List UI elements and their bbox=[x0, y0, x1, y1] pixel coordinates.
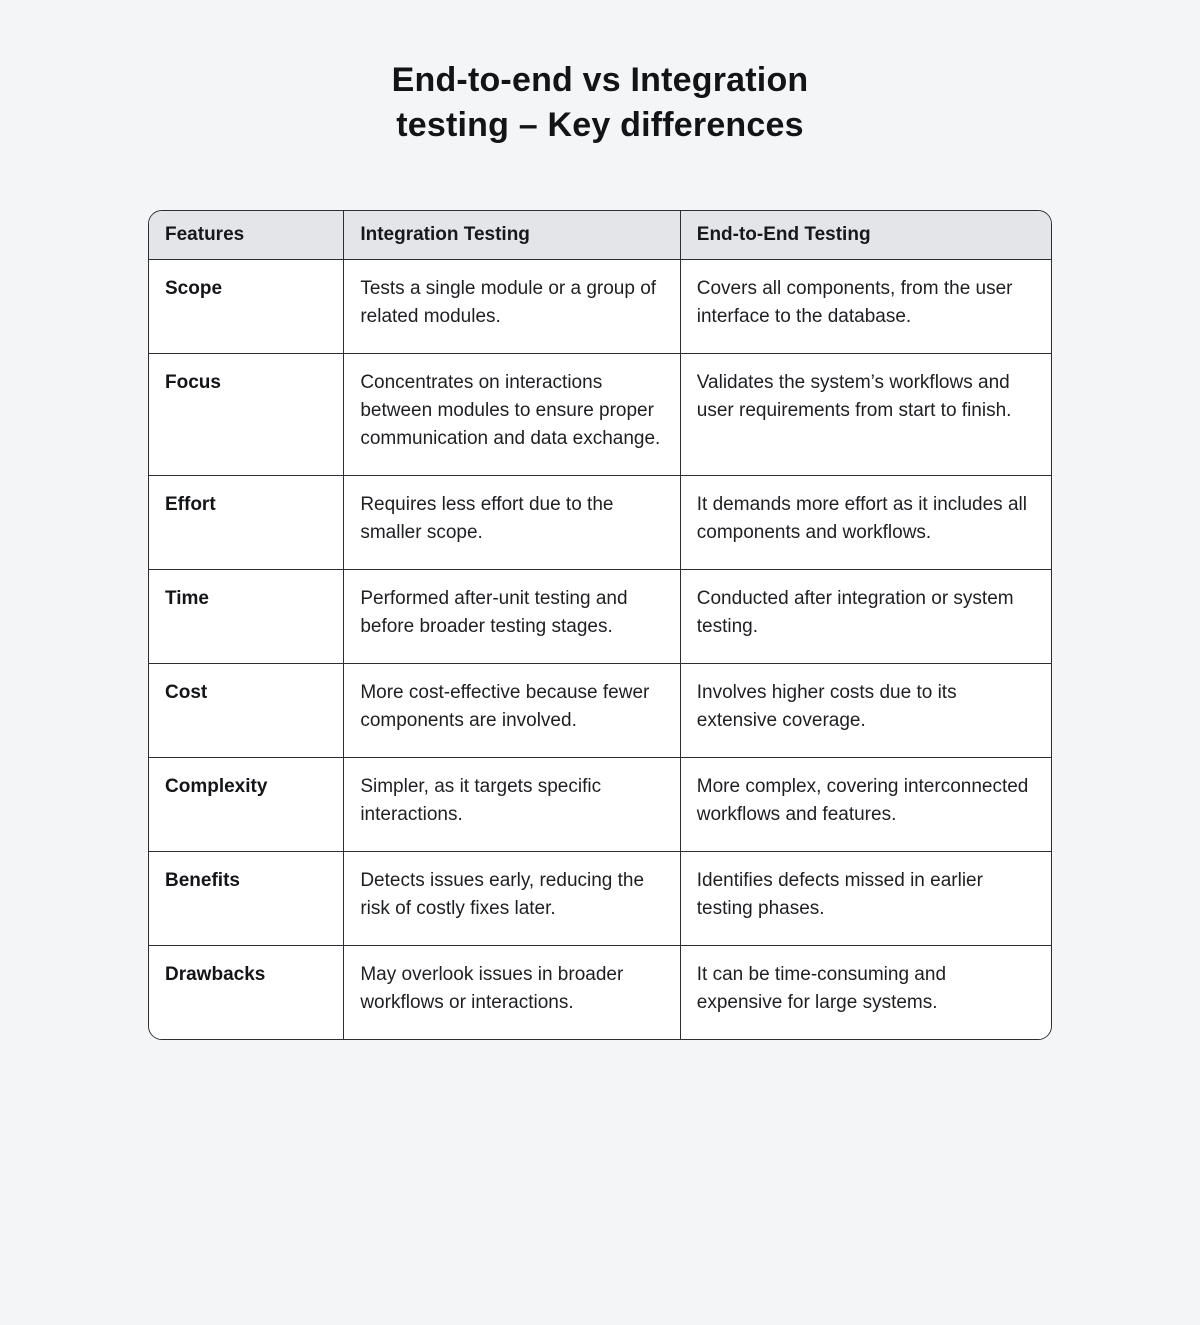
integration-testing-cell: Requires less effort due to the smaller … bbox=[343, 475, 681, 570]
table-row: Benefits Detects issues early, reducing t… bbox=[149, 851, 1051, 946]
integration-testing-cell: More cost-effective because fewer compon… bbox=[343, 663, 681, 758]
end-to-end-testing-cell: More complex, covering interconnected wo… bbox=[679, 757, 1051, 852]
comparison-table-container: Features Integration Testing End-to-End … bbox=[148, 210, 1052, 1040]
table-header-row: Features Integration Testing End-to-End … bbox=[149, 211, 1051, 260]
table-row: Effort Requires less effort due to the sm… bbox=[149, 475, 1051, 570]
table-row: Scope Tests a single module or a group of… bbox=[149, 259, 1051, 354]
comparison-table: Features Integration Testing End-to-End … bbox=[149, 211, 1051, 1039]
feature-label: Benefits bbox=[149, 851, 345, 946]
table-row: Complexity Simpler, as it targets specifi… bbox=[149, 757, 1051, 852]
table-row: Focus Concentrates on interactions betwee… bbox=[149, 353, 1051, 476]
column-header-features: Features bbox=[149, 211, 345, 260]
integration-testing-cell: Detects issues early, reducing the risk … bbox=[343, 851, 681, 946]
column-header-integration-testing: Integration Testing bbox=[343, 211, 681, 260]
table-row: Cost More cost-effective because fewer co… bbox=[149, 663, 1051, 758]
integration-testing-cell: May overlook issues in broader workflows… bbox=[343, 945, 681, 1039]
integration-testing-cell: Tests a single module or a group of rela… bbox=[343, 259, 681, 354]
feature-label: Complexity bbox=[149, 757, 345, 852]
table-row: Drawbacks May overlook issues in broader … bbox=[149, 945, 1051, 1039]
end-to-end-testing-cell: Validates the system’s workflows and use… bbox=[679, 353, 1051, 476]
table-body: Scope Tests a single module or a group of… bbox=[149, 259, 1051, 1039]
feature-label: Focus bbox=[149, 353, 345, 476]
page-title: End-to-end vs Integration testing – Key … bbox=[0, 58, 1200, 148]
integration-testing-cell: Performed after-unit testing and before … bbox=[343, 569, 681, 664]
integration-testing-cell: Simpler, as it targets specific interact… bbox=[343, 757, 681, 852]
table-header: Features Integration Testing End-to-End … bbox=[149, 211, 1051, 260]
page-title-line1: End-to-end vs Integration bbox=[391, 61, 809, 99]
end-to-end-testing-cell: It demands more effort as it includes al… bbox=[679, 475, 1051, 570]
integration-testing-cell: Concentrates on interactions between mod… bbox=[343, 353, 681, 476]
end-to-end-testing-cell: Involves higher costs due to its extensi… bbox=[679, 663, 1051, 758]
end-to-end-testing-cell: Covers all components, from the user int… bbox=[679, 259, 1051, 354]
feature-label: Cost bbox=[149, 663, 345, 758]
table-row: Time Performed after-unit testing and bef… bbox=[149, 569, 1051, 664]
column-header-end-to-end-testing: End-to-End Testing bbox=[679, 211, 1051, 260]
feature-label: Scope bbox=[149, 259, 345, 354]
feature-label: Drawbacks bbox=[149, 945, 345, 1039]
feature-label: Time bbox=[149, 569, 345, 664]
page-title-line2: testing – Key differences bbox=[396, 106, 804, 144]
end-to-end-testing-cell: Identifies defects missed in earlier tes… bbox=[679, 851, 1051, 946]
end-to-end-testing-cell: Conducted after integration or system te… bbox=[679, 569, 1051, 664]
end-to-end-testing-cell: It can be time-consuming and expensive f… bbox=[679, 945, 1051, 1039]
feature-label: Effort bbox=[149, 475, 345, 570]
